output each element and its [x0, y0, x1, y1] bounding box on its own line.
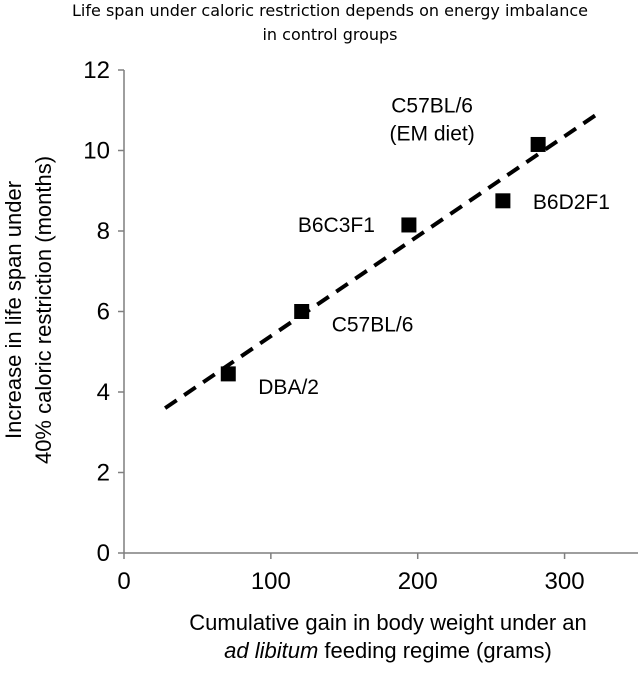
y-tick-label: 0: [97, 540, 110, 567]
chart-title-line-2: in control groups: [262, 25, 397, 44]
data-point-label: DBA/2: [258, 376, 319, 399]
x-tick-label: 200: [398, 568, 438, 595]
x-axis-label-part: ad libitum: [224, 638, 318, 663]
x-tick-label: 0: [117, 568, 130, 595]
x-axis-label: Cumulative gain in body weight under an a…: [189, 610, 586, 663]
data-point-marker: [401, 217, 417, 233]
data-point-label: C57BL/6: [332, 314, 414, 337]
axes: 0 2 4 6 8 10 12 0 100 200 300: [83, 57, 638, 595]
data-point-label: B6D2F1: [533, 191, 610, 214]
y-axis-label-line-2: 40% caloric restriction (months): [31, 156, 56, 464]
data-point-marker: [495, 193, 511, 209]
data-points: [220, 136, 546, 382]
data-point-label: C57BL/6: [391, 94, 473, 117]
trendline: [163, 112, 599, 410]
data-point-label: B6C3F1: [298, 214, 375, 237]
y-tick-label: 8: [97, 218, 110, 245]
x-axis-label-part: feeding regime (grams): [318, 638, 552, 663]
data-point-marker: [220, 366, 236, 382]
data-point-marker: [530, 136, 546, 152]
y-tick-label: 6: [97, 299, 110, 326]
x-axis-label-line-2: ad libitum feeding regime (grams): [224, 638, 552, 663]
x-tick-label: 100: [251, 568, 291, 595]
y-tick-label: 4: [97, 379, 110, 406]
x-axis-label-part: Cumulative gain in body weight under an: [189, 610, 586, 635]
y-tick-label: 12: [83, 57, 110, 84]
data-point-label: (EM diet): [390, 122, 475, 145]
data-point-labels: DBA/2 C57BL/6 B6C3F1 B6D2F1 C57BL/6 (EM diet): [258, 94, 610, 398]
y-axis-label-line-1: Increase in life span under: [1, 181, 26, 439]
y-tick-label: 10: [83, 138, 110, 165]
x-tick-label: 300: [545, 568, 585, 595]
y-tick-label: 2: [97, 460, 110, 487]
chart-title-line-1: Life span under caloric restriction depe…: [72, 1, 588, 20]
y-axis-label: Increase in life span under 40% caloric …: [1, 156, 56, 464]
x-axis-label-line-1: Cumulative gain in body weight under an: [189, 610, 586, 635]
trendline-group: [163, 112, 599, 410]
data-point-marker: [294, 304, 310, 319]
